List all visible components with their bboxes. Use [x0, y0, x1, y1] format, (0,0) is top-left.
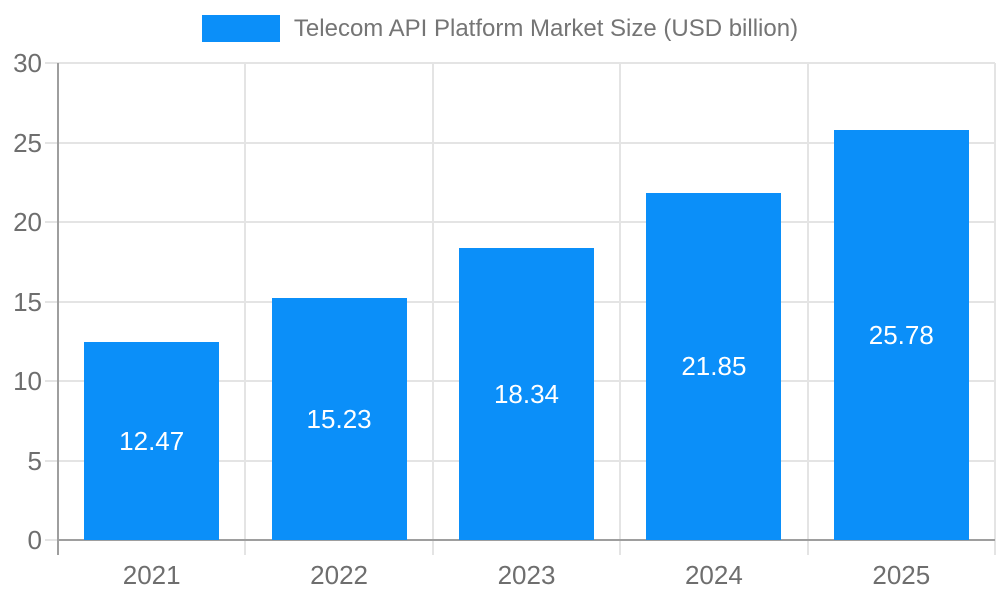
bar-value-label: 21.85 — [681, 351, 747, 382]
x-axis-label: 2024 — [684, 560, 743, 590]
gridline-x — [244, 63, 247, 540]
y-axis-tick — [45, 380, 58, 382]
y-axis-label: 25 — [13, 127, 42, 158]
y-axis-tick — [45, 62, 58, 64]
y-axis-tick — [45, 300, 58, 303]
legend[interactable]: Telecom API Platform Market Size (USD bi… — [0, 15, 1000, 42]
y-axis-tick — [45, 141, 58, 144]
x-axis-label: 2025 — [872, 560, 931, 590]
y-axis-label: 10 — [13, 366, 42, 396]
y-axis-tick — [45, 459, 58, 462]
x-axis-tick — [994, 540, 996, 555]
y-axis-label: 15 — [13, 286, 42, 317]
gridline-y — [58, 62, 995, 64]
bar-value-label: 12.47 — [119, 425, 185, 456]
x-axis-label: 2023 — [497, 560, 556, 590]
x-axis-label: 2021 — [122, 560, 181, 590]
bar-value-label: 18.34 — [493, 379, 560, 410]
y-axis-label: 20 — [13, 207, 42, 237]
bar-value-label: 15.23 — [306, 403, 372, 434]
y-axis-label: 5 — [27, 445, 42, 476]
x-axis-tick — [806, 540, 809, 555]
legend-swatch — [201, 15, 280, 42]
bar-2021[interactable]: 12.47 — [84, 341, 220, 540]
x-axis-tick — [619, 540, 622, 555]
y-axis-tick — [45, 221, 58, 223]
y-axis-tick — [45, 539, 58, 541]
x-axis-label: 2022 — [310, 560, 368, 590]
gridline-x — [806, 63, 809, 540]
y-axis-label: 0 — [27, 525, 42, 555]
bar-2024[interactable]: 21.85 — [646, 192, 782, 540]
bar-2025[interactable]: 25.78 — [833, 130, 969, 540]
gridline-y — [58, 141, 995, 144]
x-axis-tick — [244, 540, 247, 555]
legend-label: Telecom API Platform Market Size (USD bi… — [293, 15, 799, 42]
gridline-x — [431, 63, 434, 540]
bar-2023[interactable]: 18.34 — [459, 248, 594, 540]
bar-value-label: 25.78 — [868, 320, 934, 351]
y-axis-line — [56, 63, 59, 555]
gridline-x — [619, 63, 622, 540]
x-axis-tick — [431, 540, 434, 555]
gridline-x — [994, 63, 996, 540]
bar-2022[interactable]: 15.23 — [271, 297, 407, 540]
gridline-y — [58, 221, 995, 223]
y-axis-label: 30 — [13, 48, 42, 78]
